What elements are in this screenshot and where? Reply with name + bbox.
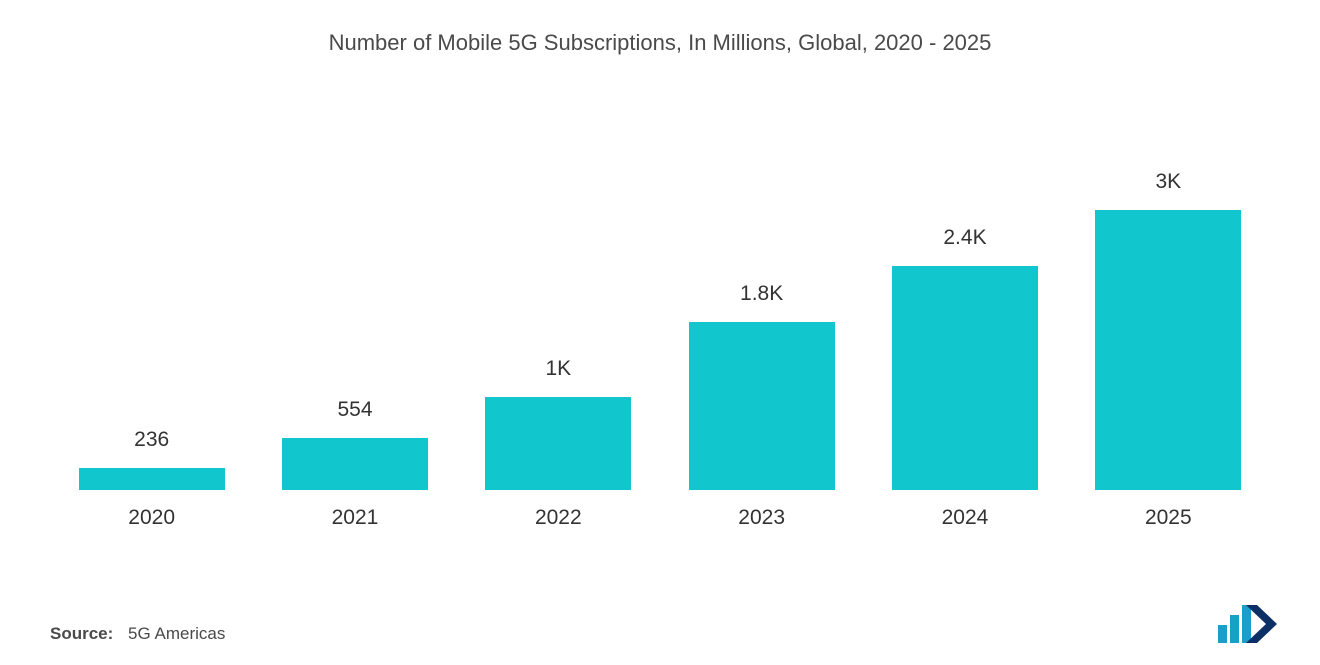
bar-value-label: 2.4K <box>943 226 986 250</box>
bar-group: 1.8K 2023 <box>660 282 863 530</box>
x-axis-label: 2022 <box>535 506 582 530</box>
bar-value-label: 236 <box>134 428 169 452</box>
x-axis-label: 2023 <box>738 506 785 530</box>
x-axis-label: 2020 <box>128 506 175 530</box>
source-line: Source: 5G Americas <box>50 624 225 644</box>
bar-value-label: 1.8K <box>740 282 783 306</box>
bar <box>892 266 1038 490</box>
bar <box>282 438 428 490</box>
bar-value-label: 1K <box>545 357 571 381</box>
bar-chart: 236 2020 554 2021 1K 2022 1.8K 2023 2.4K 2024 3K 20… <box>50 140 1270 530</box>
x-axis-label: 2024 <box>942 506 989 530</box>
bar <box>79 468 225 490</box>
bar-group: 3K 2025 <box>1067 170 1270 530</box>
bar-value-label: 3K <box>1155 170 1181 194</box>
brand-logo-icon <box>1216 603 1280 645</box>
x-axis-label: 2025 <box>1145 506 1192 530</box>
bar-value-label: 554 <box>337 398 372 422</box>
bar <box>485 397 631 490</box>
chart-title: Number of Mobile 5G Subscriptions, In Mi… <box>0 30 1320 56</box>
bar-group: 2.4K 2024 <box>863 226 1066 530</box>
bar-group: 554 2021 <box>253 398 456 530</box>
x-axis-label: 2021 <box>332 506 379 530</box>
source-label: Source: <box>50 624 113 643</box>
bar <box>689 322 835 490</box>
source-value: 5G Americas <box>128 624 225 643</box>
bar-group: 1K 2022 <box>457 357 660 530</box>
bar-group: 236 2020 <box>50 428 253 530</box>
bar <box>1095 210 1241 490</box>
